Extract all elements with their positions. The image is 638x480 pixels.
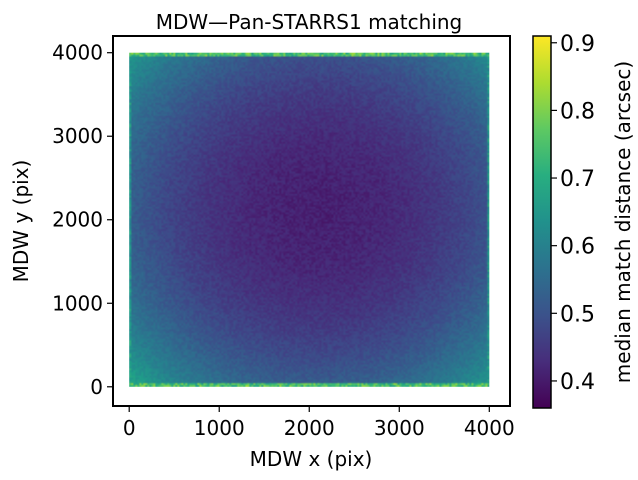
colorbar: 0.4 0.5 0.6 0.7 0.8 0.9 median match distance…: [532, 32, 635, 409]
colorbar-tick-label: 0.7: [560, 167, 595, 192]
colorbar-tick-label: 0.8: [560, 99, 595, 124]
colorbar-tick-label: 0.5: [560, 302, 595, 327]
heatmap-image: [129, 52, 490, 387]
x-tick-label: 3000: [374, 416, 425, 440]
colorbar-ticks: 0.4 0.5 0.6 0.7 0.8 0.9: [551, 32, 595, 395]
y-tick-label: 4000: [52, 41, 103, 65]
x-axis-ticks: 0 1000 2000 3000 4000: [123, 406, 515, 440]
plot-frame: [112, 35, 511, 407]
colorbar-tick-label: 0.6: [560, 235, 595, 260]
colorbar-tick-label: 0.4: [560, 370, 595, 395]
heatmap-layer: [129, 52, 490, 387]
y-tick-label: 0: [90, 375, 103, 399]
colorbar-tick-label: 0.9: [560, 32, 595, 57]
colorbar-gradient: [532, 35, 552, 409]
y-tick-label: 1000: [52, 291, 103, 315]
y-axis-ticks: 0 1000 2000 3000 4000: [52, 41, 113, 399]
y-tick-label: 3000: [52, 124, 103, 148]
x-axis-label: MDW x (pix): [250, 447, 373, 471]
x-tick-label: 1000: [194, 416, 245, 440]
y-tick-label: 2000: [52, 208, 103, 232]
y-axis-label: MDW y (pix): [9, 160, 33, 283]
x-tick-label: 2000: [284, 416, 335, 440]
colorbar-label: median match distance (arcsec): [611, 61, 635, 383]
x-tick-label: 4000: [464, 416, 515, 440]
x-tick-label: 0: [123, 416, 136, 440]
chart-title: MDW—Pan-STARRS1 matching: [156, 10, 463, 34]
